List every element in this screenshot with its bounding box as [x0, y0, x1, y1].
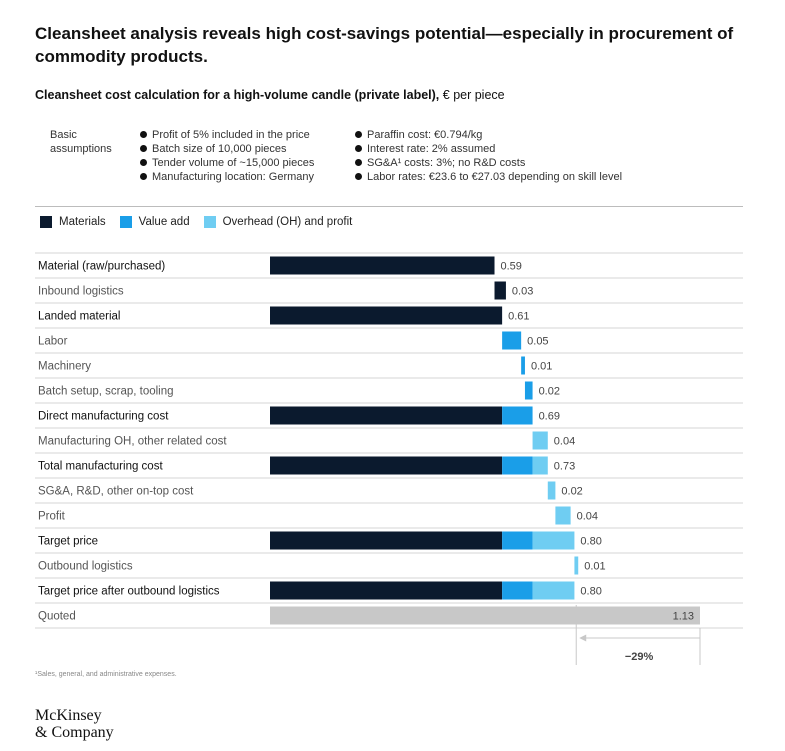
row-label-target-price-after-outbound-logistics: Target price after outbound logistics — [38, 586, 220, 598]
legend-label: Overhead (OH) and profit — [222, 216, 353, 228]
bullet-icon — [355, 145, 362, 152]
bar-profit — [555, 506, 571, 525]
assumption-item: Manufacturing location: Germany — [140, 170, 314, 184]
bar-segment-value_add — [502, 531, 533, 550]
bar-batch-setup-scrap-tooling — [524, 381, 533, 400]
value-label-batch-setup-scrap-tooling: 0.02 — [539, 386, 560, 398]
bar-segment-overhead — [532, 456, 548, 475]
assumption-item: Interest rate: 2% assumed — [355, 142, 622, 156]
value-label-machinery: 0.01 — [531, 361, 552, 373]
assumptions-label: Basic assumptions — [50, 128, 112, 156]
legend-label: Materials — [59, 216, 106, 228]
row-label-quoted: Quoted — [38, 611, 76, 623]
value-label-sg-a-r-d-other-on-top-cost: 0.02 — [561, 486, 582, 498]
savings-arrow-head-icon — [579, 634, 587, 642]
legend-swatch — [40, 216, 52, 228]
bullet-icon — [140, 145, 147, 152]
savings-label: −29% — [625, 651, 654, 663]
row-label-target-price: Target price — [38, 536, 98, 548]
value-label-inbound-logistics: 0.03 — [512, 286, 533, 298]
assumptions-label-line1: Basic — [50, 129, 77, 141]
chart-title: Cleansheet analysis reveals high cost-sa… — [35, 24, 734, 66]
bullet-icon — [140, 173, 147, 180]
row-label-outbound-logistics: Outbound logistics — [38, 561, 133, 573]
bar-outbound-logistics — [574, 556, 579, 575]
assumption-item: Profit of 5% included in the price — [140, 128, 314, 142]
value-label-labor: 0.05 — [527, 336, 548, 348]
bullet-icon — [355, 131, 362, 138]
assumption-item: Batch size of 10,000 pieces — [140, 142, 314, 156]
legend-swatch — [203, 216, 216, 228]
value-label-profit: 0.04 — [577, 511, 598, 523]
assumptions-label-line2: assumptions — [50, 143, 112, 155]
row-label-material-raw-purchased: Material (raw/purchased) — [38, 261, 165, 273]
bar-segment-value_add — [502, 581, 533, 600]
bar-segment-materials — [270, 531, 503, 550]
row-label-landed-material: Landed material — [38, 311, 120, 323]
value-label-material-raw-purchased: 0.59 — [501, 261, 522, 273]
row-label-labor: Labor — [38, 336, 68, 348]
footnote: ¹Sales, general, and administrative expe… — [35, 671, 177, 678]
bar-segment-materials — [270, 306, 503, 325]
value-label-quoted: 1.13 — [673, 611, 694, 623]
row-label-direct-manufacturing-cost: Direct manufacturing cost — [38, 411, 169, 423]
row-label-inbound-logistics: Inbound logistics — [38, 286, 124, 298]
subtitle-main: Cleansheet cost calculation for a high-v… — [35, 88, 440, 102]
value-label-manufacturing-oh-other-related-cost: 0.04 — [554, 436, 575, 448]
legend-swatch — [119, 216, 132, 228]
value-label-direct-manufacturing-cost: 0.69 — [539, 411, 560, 423]
bullet-icon — [140, 131, 147, 138]
bullet-icon — [355, 159, 362, 166]
bar-segment-value_add — [502, 456, 533, 475]
row-label-batch-setup-scrap-tooling: Batch setup, scrap, tooling — [38, 386, 174, 398]
bar-labor — [502, 331, 522, 350]
divider — [35, 206, 743, 207]
bar-segment-materials — [270, 456, 503, 475]
legend: Materials Value add Overhead (OH) and pr… — [40, 216, 366, 228]
legend-label: Value add — [138, 216, 190, 228]
assumption-item: Labor rates: €23.6 to €27.03 depending o… — [355, 170, 622, 184]
value-label-landed-material: 0.61 — [508, 311, 529, 323]
assumptions-column-2: Paraffin cost: €0.794/kg Interest rate: … — [355, 128, 622, 184]
bullet-icon — [140, 159, 147, 166]
logo-line1: McKinsey — [35, 707, 102, 724]
bar-segment-materials — [270, 406, 503, 425]
bar-segment-materials — [270, 256, 495, 275]
legend-item-value-add: Value add — [119, 216, 190, 228]
assumption-item: Tender volume of ~15,000 pieces — [140, 156, 314, 170]
bar-manufacturing-oh-other-related-cost — [532, 431, 548, 450]
row-label-sg-a-r-d-other-on-top-cost: SG&A, R&D, other on-top cost — [38, 486, 194, 498]
row-label-manufacturing-oh-other-related-cost: Manufacturing OH, other related cost — [38, 436, 227, 448]
bullet-icon — [355, 173, 362, 180]
bar-segment-quoted — [270, 606, 700, 625]
assumption-item: SG&A¹ costs: 3%; no R&D costs — [355, 156, 622, 170]
bar-inbound-logistics — [494, 281, 506, 300]
row-label-profit: Profit — [38, 511, 66, 523]
bar-segment-value_add — [502, 406, 533, 425]
row-label-machinery: Machinery — [38, 361, 91, 373]
bar-segment-overhead — [532, 581, 575, 600]
waterfall-chart: Material (raw/purchased) 0.59 Inbound logi… — [35, 252, 743, 665]
logo-line2: & Company — [35, 724, 114, 741]
value-label-total-manufacturing-cost: 0.73 — [554, 461, 575, 473]
value-label-outbound-logistics: 0.01 — [584, 561, 605, 573]
chart-subtitle: Cleansheet cost calculation for a high-v… — [35, 88, 505, 102]
bar-sg-a-r-d-other-on-top-cost — [547, 481, 556, 500]
subtitle-unit: € per piece — [442, 88, 505, 102]
legend-item-overhead: Overhead (OH) and profit — [203, 216, 353, 228]
value-label-target-price-after-outbound-logistics: 0.80 — [580, 586, 601, 598]
bar-segment-materials — [270, 581, 503, 600]
assumptions-column-1: Profit of 5% included in the price Batch… — [140, 128, 314, 184]
mckinsey-logo: McKinsey & Company — [35, 707, 114, 741]
bar-segment-overhead — [532, 531, 575, 550]
assumption-item: Paraffin cost: €0.794/kg — [355, 128, 622, 142]
bar-machinery — [521, 356, 525, 375]
legend-item-materials: Materials — [40, 216, 106, 228]
row-label-total-manufacturing-cost: Total manufacturing cost — [38, 461, 163, 473]
value-label-target-price: 0.80 — [580, 536, 601, 548]
